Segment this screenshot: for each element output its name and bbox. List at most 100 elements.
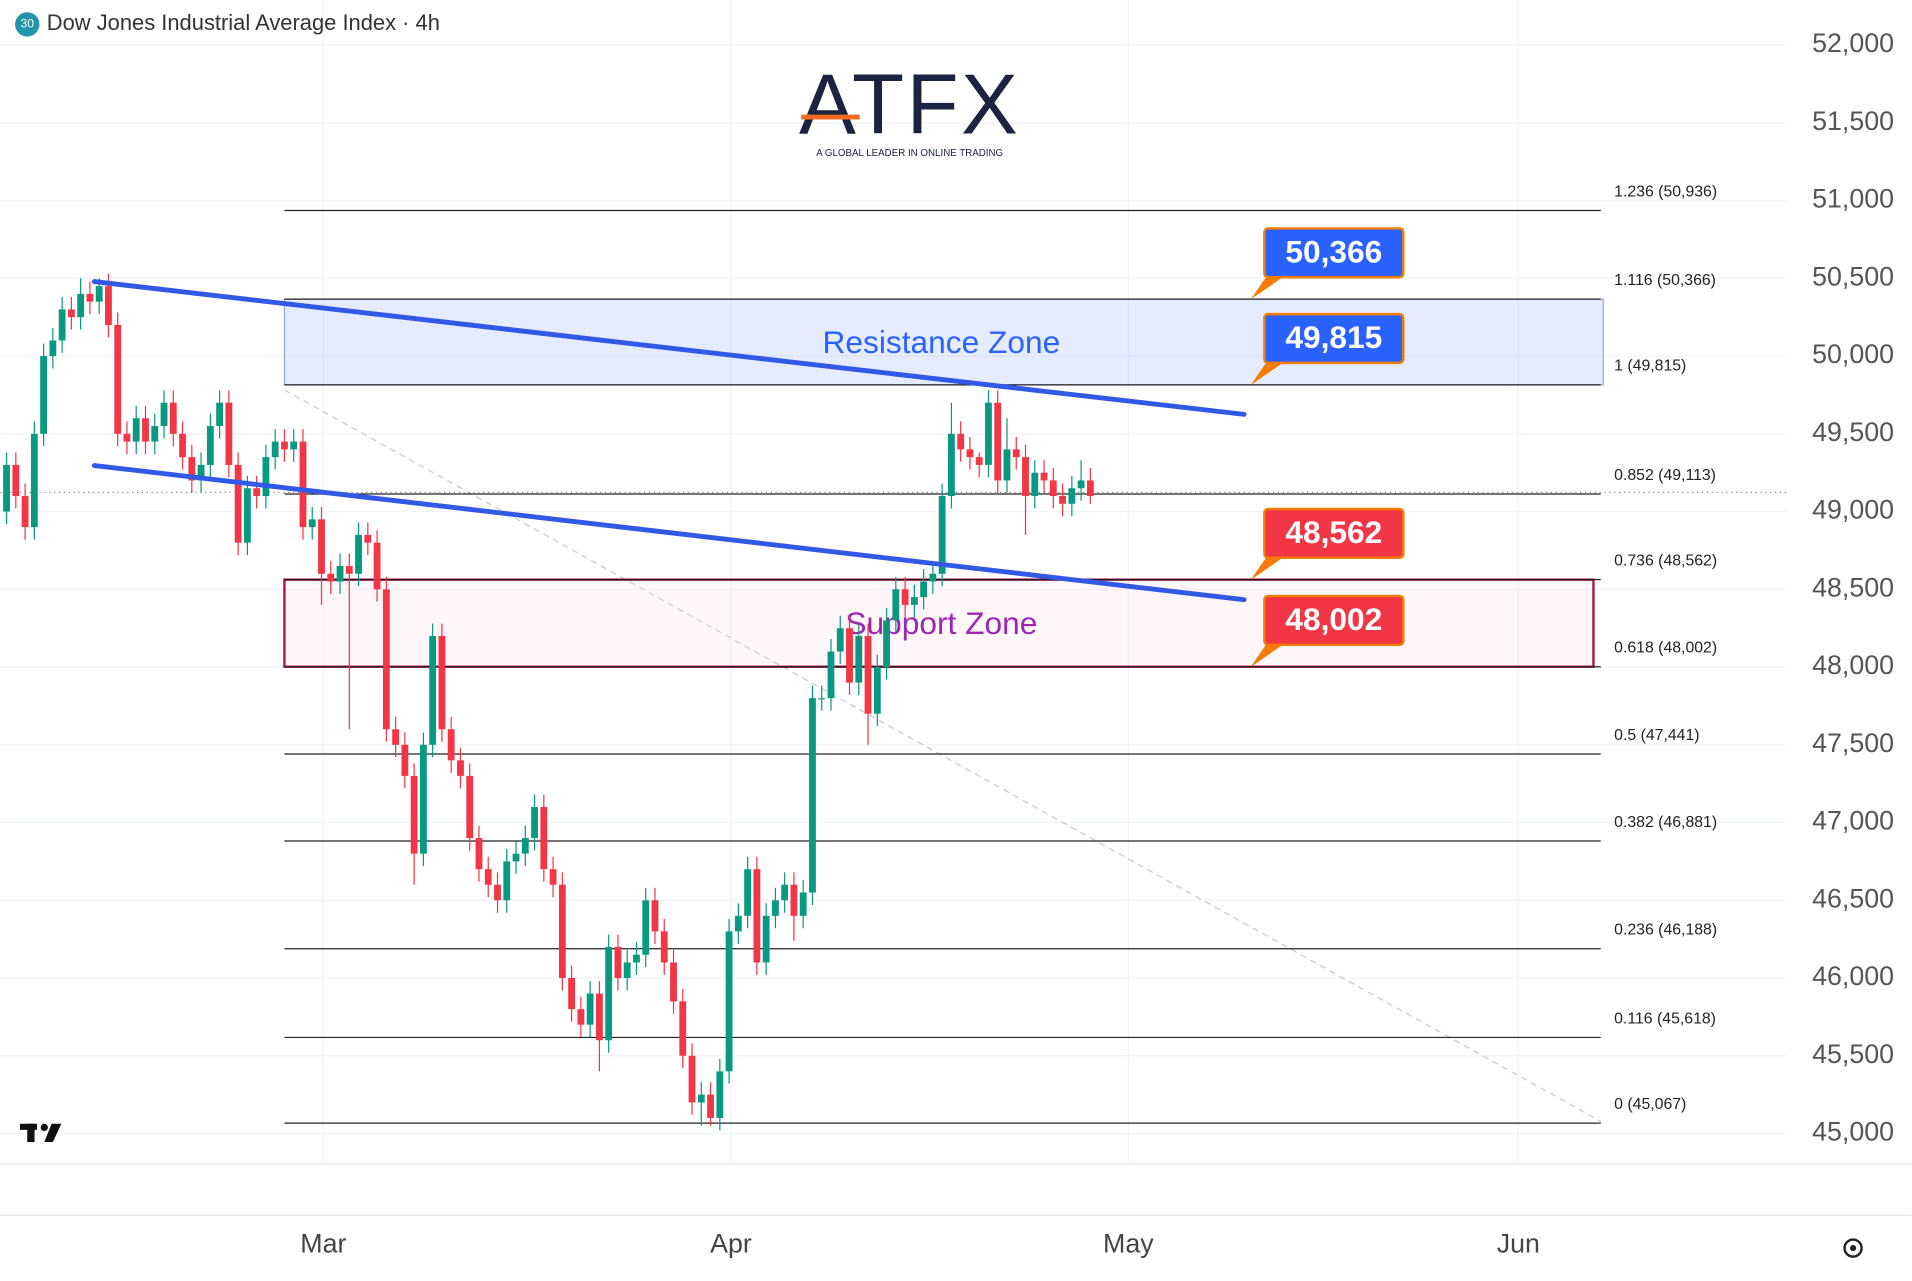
candle-body	[966, 449, 974, 458]
fib-label: 1.116 (50,366)	[1614, 272, 1716, 289]
candle-body	[401, 744, 409, 776]
candle-body	[873, 667, 881, 714]
candle-body	[234, 464, 242, 543]
candle-body	[290, 441, 298, 450]
y-tick-label: 45,000	[1812, 1117, 1894, 1147]
candle-body	[438, 635, 446, 730]
callout-box	[1263, 594, 1405, 647]
callouts: 50,366 49,815 48,562 48,002	[1250, 227, 1405, 667]
callout-label: 48,562	[1285, 514, 1382, 550]
candle-body	[466, 775, 474, 839]
candle-body	[1086, 480, 1094, 497]
y-tick-label: 49,000	[1812, 495, 1894, 525]
fib-levels: 1.236 (50,936) 1.116 (50,366) 1 (49,815) 0.…	[284, 183, 1717, 1124]
candle-body	[975, 457, 983, 465]
fib-label: 1.236 (50,936)	[1614, 183, 1717, 200]
candle-body	[188, 457, 196, 481]
fib-label: 0.116 (45,618)	[1614, 1010, 1716, 1027]
candle-body	[1077, 480, 1085, 489]
zone-label: Resistance Zone	[823, 324, 1061, 360]
candle-body	[281, 441, 288, 450]
x-tick-label: Mar	[300, 1229, 346, 1259]
candle-body	[410, 775, 418, 854]
candle-body	[883, 620, 890, 668]
trendlines	[91, 279, 1247, 603]
chart-title: Dow Jones Industrial Average Index · 4h	[47, 10, 440, 35]
candle-body	[864, 635, 872, 714]
fib-label: 0.5 (47,441)	[1614, 727, 1699, 744]
settings-dot[interactable]	[1850, 1245, 1857, 1252]
candle-body	[49, 340, 57, 357]
candle-body	[1022, 457, 1029, 497]
candle-body	[679, 1001, 687, 1056]
candle-body	[1031, 472, 1039, 497]
settings-icon[interactable]	[1843, 1238, 1863, 1258]
candle-body	[169, 402, 177, 434]
candle-body	[503, 861, 511, 901]
candle-body	[179, 433, 186, 458]
y-tick-label: 46,000	[1812, 961, 1894, 991]
callout-box	[1263, 227, 1405, 279]
candle-body	[651, 900, 659, 932]
candle-body	[225, 402, 233, 465]
candle-body	[734, 915, 742, 932]
candle-body	[484, 869, 492, 885]
candle-body	[21, 496, 29, 528]
y-tick-label: 52,000	[1812, 28, 1894, 58]
tv-logo-part	[44, 1123, 62, 1143]
logo-tagline: A GLOBAL LEADER IN ONLINE TRADING	[816, 148, 1003, 159]
fib-label: 0.736 (48,562)	[1614, 553, 1717, 570]
candle-body	[457, 760, 464, 776]
symbol-badge-text: 30	[20, 17, 34, 31]
candle-body	[558, 884, 566, 979]
candle-body	[40, 356, 48, 434]
candle-body	[86, 293, 94, 302]
candle-body	[892, 589, 900, 621]
candle-body	[494, 884, 501, 901]
candle-body	[160, 402, 168, 427]
candle-body	[623, 962, 631, 979]
candle-body	[716, 1071, 724, 1118]
logo: ATFX	[799, 57, 1020, 152]
candle-body	[595, 993, 603, 1041]
x-tick-label: Apr	[710, 1229, 752, 1259]
candle-body	[142, 418, 149, 442]
candle-body	[1040, 472, 1048, 481]
candle-body	[30, 433, 38, 528]
candle-body	[345, 565, 353, 574]
callout-pointer	[1250, 639, 1287, 667]
candle-body	[521, 838, 529, 854]
trendline	[91, 463, 1247, 603]
candle-body	[910, 597, 918, 605]
fib-label: 0 (45,067)	[1614, 1096, 1686, 1113]
candle-body	[809, 698, 816, 893]
fib-label: 1 (49,815)	[1614, 358, 1686, 375]
candle-body	[299, 441, 307, 528]
y-tick-label: 51,500	[1812, 106, 1894, 136]
candle-body	[1003, 449, 1011, 481]
candle-body	[151, 426, 159, 442]
candle-body	[660, 931, 668, 963]
candle-body	[318, 519, 325, 574]
grid	[0, 0, 1787, 1164]
settings-ring[interactable]	[1843, 1238, 1863, 1258]
x-tick-label: May	[1103, 1229, 1154, 1259]
candle-body	[77, 293, 85, 318]
y-tick-label: 47,500	[1812, 728, 1894, 758]
callout-label: 49,815	[1285, 319, 1382, 355]
candle-body	[531, 806, 538, 839]
candle-body	[392, 729, 400, 745]
candle-body	[586, 993, 594, 1025]
candle-body	[364, 534, 372, 543]
candle-body	[790, 884, 798, 916]
candle-body	[1068, 488, 1076, 504]
candle-body	[642, 900, 650, 955]
candle-body	[846, 628, 853, 683]
candle-body	[512, 853, 520, 862]
candle-body	[262, 457, 270, 497]
candle-body	[994, 402, 1002, 481]
candle-body	[355, 534, 362, 574]
candle-body	[308, 519, 316, 528]
candle-body	[429, 635, 437, 745]
